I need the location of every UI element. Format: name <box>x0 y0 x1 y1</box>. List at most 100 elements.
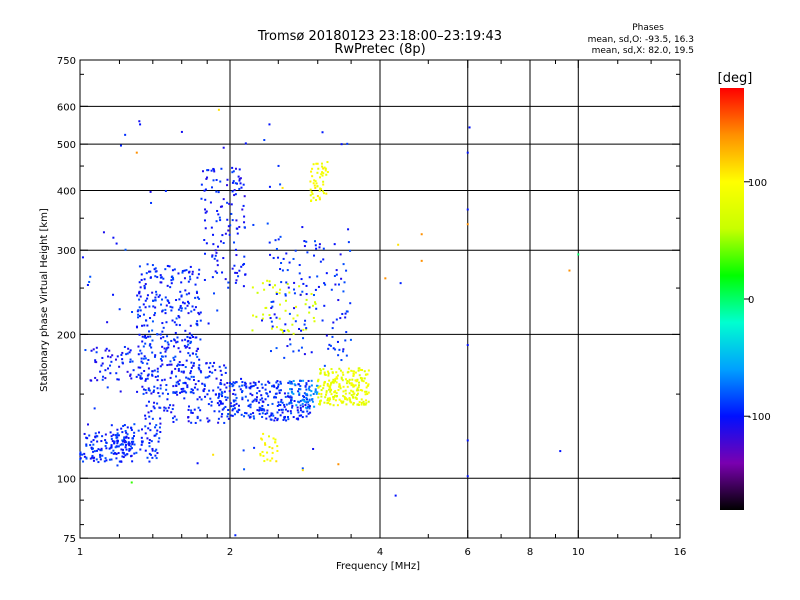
data-point <box>157 295 160 298</box>
data-point <box>240 413 243 416</box>
data-point <box>331 371 334 374</box>
data-point <box>170 411 173 414</box>
data-point <box>172 345 175 348</box>
data-point <box>189 278 192 281</box>
stats-line-o: mean, sd,O: -93.5, 16.3 <box>588 35 694 45</box>
data-point <box>198 313 201 316</box>
data-point <box>105 459 108 462</box>
data-point <box>275 381 278 384</box>
data-point <box>182 390 185 393</box>
data-point <box>161 322 164 325</box>
data-point <box>227 417 230 420</box>
data-point <box>303 400 306 403</box>
data-point <box>226 218 229 221</box>
data-point <box>126 352 129 355</box>
data-point <box>183 269 186 272</box>
data-point <box>232 180 235 183</box>
data-point <box>156 333 159 336</box>
data-point <box>180 307 183 310</box>
data-point <box>316 185 319 188</box>
data-point <box>258 401 261 404</box>
data-point <box>252 399 255 402</box>
data-point <box>224 405 227 408</box>
data-point <box>322 183 325 186</box>
data-point <box>308 311 311 314</box>
data-point <box>275 326 278 329</box>
data-point <box>309 411 312 414</box>
data-point <box>262 400 265 403</box>
data-point <box>306 394 309 397</box>
data-point <box>109 431 112 434</box>
data-point <box>266 412 269 415</box>
data-point <box>161 345 164 348</box>
data-point <box>288 312 291 315</box>
data-point <box>137 429 140 432</box>
data-point <box>171 408 174 411</box>
data-point <box>212 453 215 456</box>
data-point <box>290 382 293 385</box>
data-point <box>305 382 308 385</box>
data-point <box>193 362 196 365</box>
data-point <box>239 177 242 180</box>
data-point <box>325 334 328 337</box>
data-point <box>163 378 166 381</box>
data-point <box>252 415 255 418</box>
data-point <box>187 420 190 423</box>
data-point <box>317 167 320 170</box>
data-point <box>289 388 292 391</box>
data-point <box>303 392 306 395</box>
data-point <box>170 370 173 373</box>
data-point <box>123 441 126 444</box>
data-point <box>310 292 313 295</box>
data-point <box>116 439 119 442</box>
data-point <box>180 294 183 297</box>
data-point <box>234 193 237 196</box>
data-point <box>144 425 147 428</box>
data-point <box>181 301 184 304</box>
data-point <box>202 389 205 392</box>
data-point <box>244 273 247 276</box>
data-point <box>144 342 147 345</box>
data-point <box>115 457 118 460</box>
data-point <box>181 364 184 367</box>
y-tick-label: 400 <box>57 186 76 197</box>
data-point <box>298 393 301 396</box>
data-point <box>299 385 302 388</box>
data-point <box>200 197 203 200</box>
data-point <box>301 290 304 293</box>
data-point <box>340 377 343 380</box>
data-point <box>142 388 145 391</box>
data-point <box>298 327 301 330</box>
data-point <box>323 401 326 404</box>
data-point <box>191 270 194 273</box>
data-point <box>342 400 345 403</box>
data-point <box>186 335 189 338</box>
data-point <box>288 261 291 264</box>
data-point <box>182 387 185 390</box>
data-point <box>219 402 222 405</box>
data-point <box>223 383 226 386</box>
data-point <box>357 369 360 372</box>
x-tick-label: 16 <box>674 547 687 558</box>
data-points <box>79 108 580 537</box>
data-point <box>299 404 302 407</box>
data-point <box>147 335 150 338</box>
data-point <box>276 449 279 452</box>
data-point <box>185 293 188 296</box>
data-point <box>319 399 322 402</box>
data-point <box>157 391 160 394</box>
data-point <box>168 301 171 304</box>
data-point <box>175 418 178 421</box>
data-point <box>159 387 162 390</box>
data-point <box>323 282 326 285</box>
data-point <box>329 344 332 347</box>
data-point <box>121 439 124 442</box>
data-point <box>245 386 248 389</box>
data-point <box>227 229 230 232</box>
data-point <box>301 399 304 402</box>
x-tick-label: 1 <box>77 547 83 558</box>
data-point <box>349 338 352 341</box>
data-point <box>91 447 94 450</box>
data-point <box>153 314 156 317</box>
data-point <box>238 168 241 171</box>
